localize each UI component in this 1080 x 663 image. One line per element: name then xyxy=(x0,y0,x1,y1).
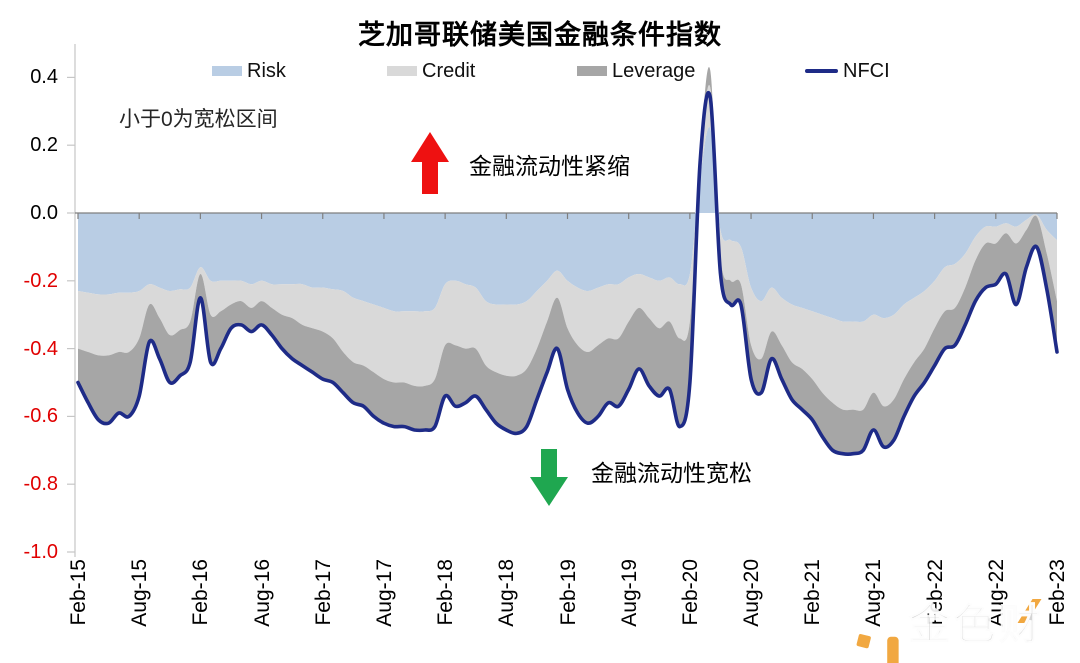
y-tick-label: -0.4 xyxy=(23,337,58,360)
legend-label: Risk xyxy=(247,60,286,82)
legend-item-leverage: Leverage xyxy=(577,58,695,84)
nfci-line-swatch-icon xyxy=(805,69,838,73)
nfci-line xyxy=(76,90,1059,456)
nfci-series-line xyxy=(76,90,1059,456)
x-tick-label: Feb-19 xyxy=(556,559,580,626)
y-tick-label: 0.4 xyxy=(30,66,58,89)
y-tick-label: -0.6 xyxy=(23,405,58,428)
legend-item-nfci: NFCI xyxy=(805,58,890,84)
loosening-annotation: 金融流动性宽松 xyxy=(591,460,752,486)
x-tick-label: Aug-18 xyxy=(495,559,519,627)
y-tick-label: 0.0 xyxy=(30,202,58,224)
axes xyxy=(67,44,1058,557)
tightening-annotation: 金融流动性紧缩 xyxy=(469,153,630,179)
x-tick-label: Aug-20 xyxy=(740,559,764,627)
y-tick-label: -0.2 xyxy=(23,269,58,292)
page-title: 芝加哥联储美国金融条件指数 xyxy=(358,20,722,50)
credit-area xyxy=(78,84,1057,411)
stacked-areas xyxy=(78,67,1057,455)
x-tick-label: Aug-15 xyxy=(128,559,152,627)
jinse-logo-icon xyxy=(856,634,899,663)
y-tick-label: 0.2 xyxy=(30,134,58,157)
up-arrow-icon xyxy=(411,132,449,194)
x-tick-label: Feb-15 xyxy=(67,559,90,626)
legend-label: NFCI xyxy=(843,60,890,82)
y-tick-label: -0.8 xyxy=(23,473,58,496)
legend-label: Leverage xyxy=(612,60,696,82)
x-tick-label: Feb-21 xyxy=(801,559,825,626)
watermark: 金色财经 xyxy=(851,591,1080,663)
leverage-area xyxy=(78,67,1057,455)
credit-swatch-icon xyxy=(387,66,417,76)
x-tick-label: Aug-16 xyxy=(250,559,274,627)
watermark-text: 金色财经 xyxy=(908,599,1044,663)
legend-item-credit: Credit xyxy=(387,58,475,84)
risk-area xyxy=(78,126,1057,322)
risk-swatch-icon xyxy=(212,66,242,76)
x-tick-label: Aug-19 xyxy=(617,559,641,627)
x-tick-label: Feb-20 xyxy=(678,559,702,626)
chart-legend: Risk Credit Leverage NFCI xyxy=(0,58,1080,84)
x-tick-label: Aug-17 xyxy=(372,559,396,627)
leverage-swatch-icon xyxy=(577,66,607,76)
x-tick-label: Feb-18 xyxy=(434,559,458,626)
x-tick-label: Feb-17 xyxy=(311,559,335,626)
easing-range-note: 小于0为宽松区间 xyxy=(119,108,278,131)
y-tick-label: -1.0 xyxy=(23,541,58,563)
x-tick-label: Feb-16 xyxy=(189,559,213,626)
down-arrow-icon xyxy=(530,449,568,506)
legend-item-risk: Risk xyxy=(212,58,286,84)
legend-label: Credit xyxy=(422,60,476,82)
